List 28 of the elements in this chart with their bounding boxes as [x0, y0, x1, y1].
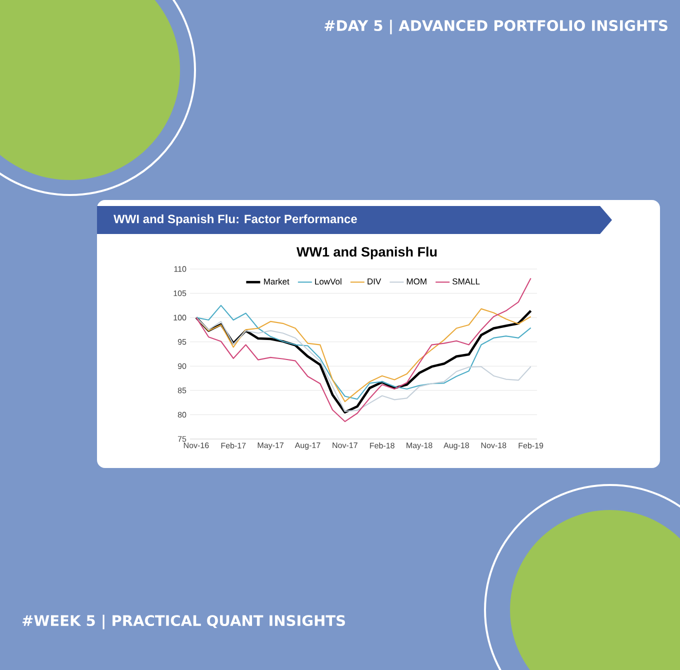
y-tick-label: 80 [178, 412, 186, 418]
x-tick-label: Feb-18 [370, 442, 394, 448]
line-series [196, 278, 532, 422]
x-tick-label: Aug-18 [444, 442, 469, 450]
x-tick-label: Aug-17 [294, 442, 320, 450]
chart-title: WWI and Spanish Flu: Factor Performance [114, 214, 357, 226]
legend-label: DIV [368, 278, 382, 284]
y-tick-label: 90 [178, 363, 186, 369]
y-tick-label: 95 [178, 339, 186, 345]
text: #DAY 5 | ADVANCED PORTFOLIO INSIGHTS [324, 20, 668, 34]
x-tick-label: May-18 [406, 442, 432, 450]
x-tick-label: Feb-17 [221, 442, 246, 448]
y-tick-label: 110 [174, 266, 186, 272]
y-tick-label: 100 [174, 314, 186, 320]
y-tick-label: 75 [178, 436, 186, 442]
y-tick-label: 105 [174, 290, 186, 296]
x-tick-label: Feb-19 [518, 442, 544, 448]
x-tick-label: Nov-18 [481, 442, 506, 448]
y-tick-label: 85 [178, 388, 186, 394]
legend-label: SMALL [452, 278, 480, 284]
x-tick-label: May-17 [258, 442, 284, 450]
text: #WEEK 5 | PRACTICAL QUANT INSIGHTS [22, 614, 345, 630]
chart-subtitle: WW1 and Spanish Flu [296, 246, 437, 260]
legend-label: MOM [406, 278, 426, 284]
x-tick-label: Nov-17 [332, 442, 358, 448]
x-tick-label: Nov-16 [184, 442, 209, 448]
legend-label: LowVol [315, 278, 342, 285]
legend-label: Market [264, 278, 290, 285]
